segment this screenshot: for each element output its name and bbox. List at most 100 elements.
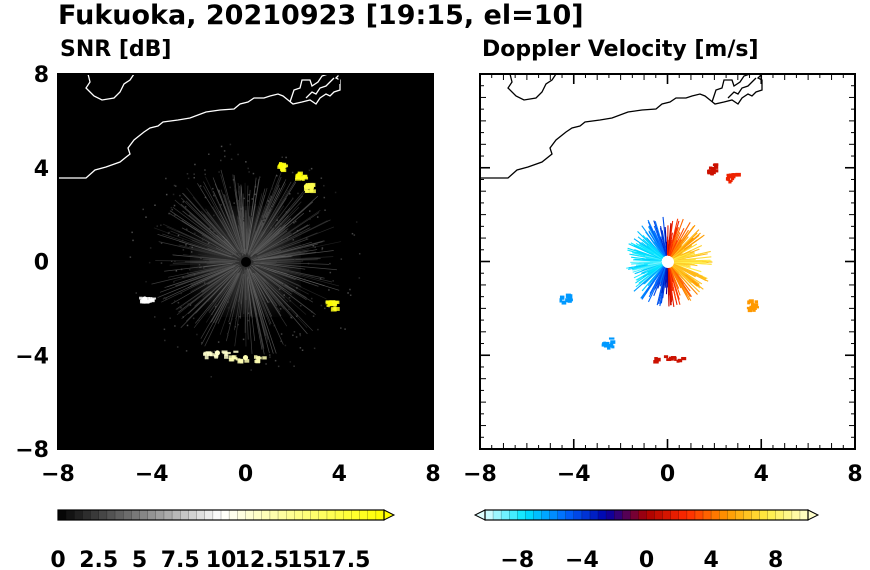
snr-speckle bbox=[175, 270, 178, 272]
doppler-echo-cell bbox=[730, 174, 736, 179]
snr-echo-cell bbox=[256, 355, 261, 361]
snr-clutter-ray bbox=[222, 236, 238, 253]
snr-speckle bbox=[305, 237, 308, 239]
snr-y-tick-label: −4 bbox=[15, 344, 49, 369]
snr-speckle bbox=[349, 288, 351, 291]
doppler-colorbar-tick-label: 0 bbox=[639, 548, 654, 570]
snr-colorbar-cell bbox=[155, 510, 165, 520]
snr-speckle bbox=[191, 246, 193, 249]
snr-clutter-ray bbox=[171, 268, 233, 305]
snr-clutter-ray bbox=[252, 270, 267, 289]
snr-speckle bbox=[279, 308, 282, 310]
snr-clutter-ray bbox=[170, 230, 236, 258]
snr-speckle bbox=[187, 303, 190, 305]
snr-clutter-ray bbox=[254, 241, 342, 261]
doppler-ray bbox=[645, 266, 665, 293]
snr-clutter-ray bbox=[249, 266, 313, 332]
snr-speckle bbox=[165, 298, 167, 300]
snr-speckle bbox=[324, 209, 326, 211]
snr-speckle bbox=[215, 304, 218, 306]
snr-colorbar-cell bbox=[90, 510, 100, 520]
snr-clutter-ray bbox=[248, 276, 263, 350]
snr-speckle bbox=[270, 226, 272, 229]
snr-x-tick-label: −8 bbox=[41, 462, 75, 487]
snr-echo-core bbox=[303, 183, 310, 190]
snr-speckle bbox=[259, 176, 261, 178]
snr-speckle bbox=[261, 218, 264, 220]
snr-clutter-ray bbox=[234, 189, 245, 251]
snr-speckle bbox=[273, 226, 275, 228]
doppler-ray bbox=[672, 263, 696, 277]
snr-echo-cluster bbox=[139, 296, 157, 304]
doppler-ray bbox=[672, 249, 685, 259]
snr-clutter-ray bbox=[242, 206, 246, 250]
doppler-ray bbox=[647, 261, 662, 266]
snr-speckle bbox=[264, 217, 266, 220]
doppler-echo-cell bbox=[726, 173, 731, 177]
doppler-colorbar-cell bbox=[694, 510, 704, 520]
snr-clutter-ray bbox=[258, 265, 286, 276]
snr-speckle bbox=[173, 184, 176, 187]
snr-speckle bbox=[180, 292, 182, 295]
doppler-echo-cell bbox=[559, 295, 565, 300]
snr-clutter-ray bbox=[251, 191, 304, 255]
snr-speckle bbox=[328, 289, 330, 291]
snr-panel-title: SNR [dB] bbox=[60, 37, 171, 62]
snr-clutter-ray bbox=[161, 265, 238, 303]
snr-clutter-ray bbox=[253, 272, 278, 306]
snr-clutter-ray bbox=[245, 269, 252, 317]
snr-colorbar-cell bbox=[335, 510, 344, 520]
snr-speckle bbox=[269, 356, 271, 358]
snr-clutter-ray bbox=[252, 197, 287, 251]
snr-speckle bbox=[288, 296, 291, 299]
snr-clutter-ray bbox=[234, 275, 244, 331]
snr-colorbar-cell bbox=[351, 510, 360, 520]
doppler-ray bbox=[669, 266, 690, 301]
snr-speckle bbox=[203, 282, 206, 284]
snr-speckle bbox=[185, 350, 188, 352]
snr-colorbar-cell bbox=[196, 510, 205, 520]
snr-speckle bbox=[293, 221, 295, 224]
snr-clutter-ray bbox=[176, 268, 237, 316]
snr-speckle bbox=[358, 277, 361, 279]
snr-echo-cell bbox=[334, 300, 340, 304]
snr-clutter-ray bbox=[179, 246, 236, 260]
doppler-echo-cell bbox=[713, 163, 719, 166]
snr-clutter-ray bbox=[257, 264, 340, 287]
snr-echo-cell bbox=[228, 355, 234, 360]
snr-clutter-ray bbox=[248, 268, 284, 345]
snr-clutter-ray bbox=[178, 244, 239, 261]
doppler-ray bbox=[644, 263, 663, 273]
snr-clutter-ray bbox=[247, 269, 262, 315]
snr-speckle bbox=[181, 304, 184, 307]
snr-speckle bbox=[237, 153, 239, 156]
snr-colorbar-cell bbox=[367, 510, 377, 520]
snr-speckle bbox=[168, 231, 170, 234]
snr-clutter-ray bbox=[213, 268, 243, 324]
snr-speckle bbox=[328, 306, 330, 309]
snr-speckle bbox=[289, 361, 292, 363]
snr-speckle bbox=[156, 225, 159, 227]
snr-clutter-ray bbox=[246, 277, 253, 354]
snr-speckle bbox=[207, 242, 210, 244]
snr-speckle bbox=[231, 318, 233, 320]
doppler-ray bbox=[669, 266, 674, 277]
doppler-ray bbox=[659, 266, 667, 283]
snr-speckle bbox=[323, 196, 326, 199]
doppler-echo-cell bbox=[711, 168, 716, 173]
snr-echo-cell bbox=[226, 351, 231, 355]
snr-echo-cell bbox=[233, 350, 239, 353]
snr-speckle bbox=[135, 292, 138, 294]
snr-colorbar-cell bbox=[188, 510, 197, 520]
doppler-echo-cell bbox=[663, 355, 669, 359]
snr-clutter-ray bbox=[251, 207, 300, 256]
snr-speckle bbox=[247, 167, 249, 170]
doppler-echo-cell bbox=[747, 300, 751, 305]
snr-clutter-ray bbox=[250, 183, 287, 253]
doppler-colorbar-cell bbox=[791, 510, 801, 520]
snr-speckle bbox=[173, 204, 176, 207]
doppler-echo-cell bbox=[710, 166, 716, 170]
snr-echo-cell bbox=[224, 352, 228, 356]
snr-echo-cell bbox=[203, 352, 207, 356]
snr-speckle bbox=[351, 232, 354, 235]
